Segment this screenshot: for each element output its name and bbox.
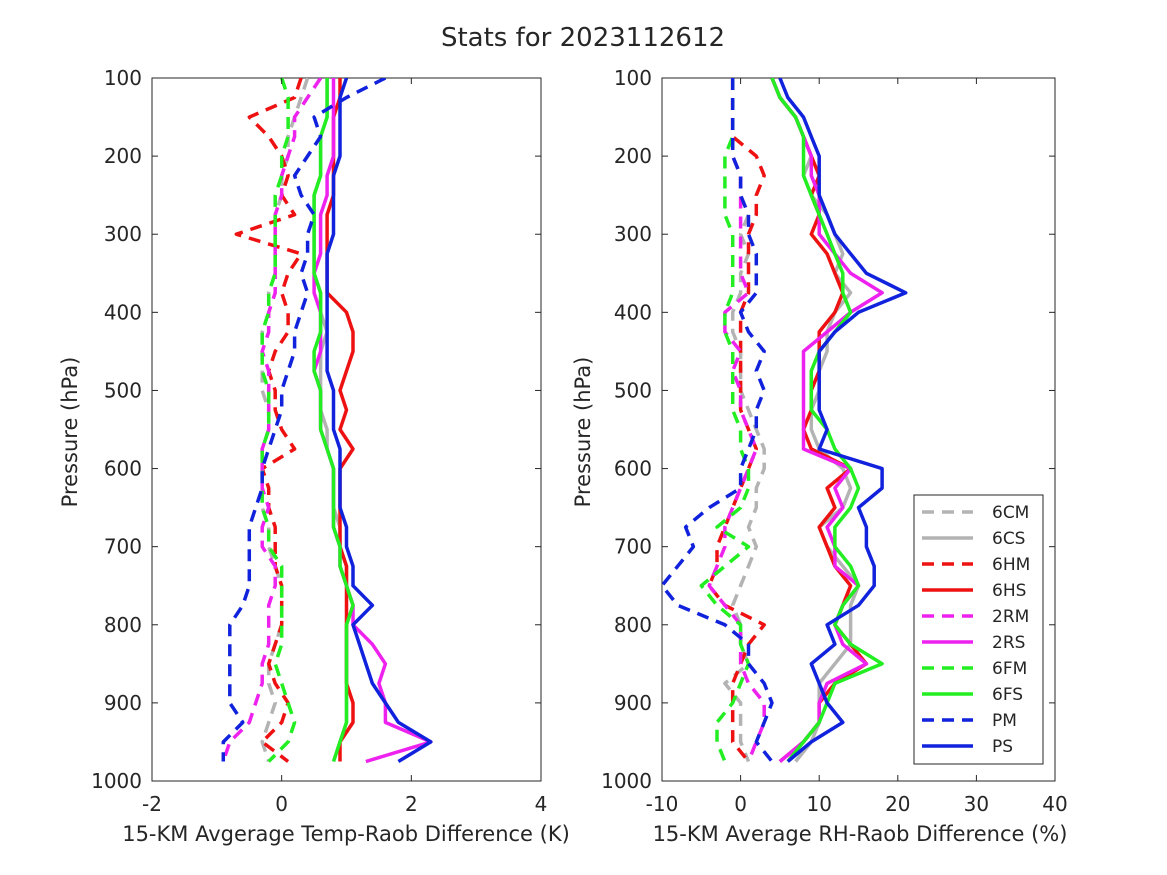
temperature-x-tick-label: -2 <box>142 792 162 816</box>
temperature-series-2rm <box>221 78 323 763</box>
temperature-y-tick-label: 900 <box>104 691 142 715</box>
temperature-y-tick-label: 500 <box>104 378 142 402</box>
temperature-tick-layer: -2 0 2 4 100 200 300 400 500 600 700 800 900 1000 <box>91 66 547 816</box>
temperature-series-layer <box>221 78 433 764</box>
temperature-x-tick-label: 2 <box>405 792 418 816</box>
rh-y-tick-label: 400 <box>614 300 652 324</box>
rh-y-tick-label: 600 <box>614 457 652 481</box>
rh-y-axis-label: Pressure (hPa) <box>571 357 595 508</box>
temperature-x-tick-label: 0 <box>275 792 288 816</box>
rh-y-tick-label: 1000 <box>601 769 652 793</box>
legend-label-6cs: 6CS <box>992 529 1025 549</box>
rh-y-tick-label: 300 <box>614 222 652 246</box>
temperature-y-tick-label: 400 <box>104 300 142 324</box>
rh-y-tick-label: 500 <box>614 378 652 402</box>
rh-x-axis-label: 15-KM Average RH-Raob Difference (%) <box>653 822 1068 846</box>
temperature-y-tick-label: 100 <box>104 66 142 90</box>
rh-x-tick-label: -10 <box>646 792 679 816</box>
rh-x-tick-label: 0 <box>734 792 747 816</box>
temperature-series-pm <box>221 78 387 762</box>
rh-y-tick-label: 100 <box>614 66 652 90</box>
legend-label-pm: PM <box>992 711 1017 731</box>
rh-y-tick-label: 900 <box>614 691 652 715</box>
rh-series-6fs <box>770 78 884 763</box>
rh-series-6fm <box>699 78 751 763</box>
temperature-y-tick-label: 600 <box>104 457 142 481</box>
legend-label-2rm: 2RM <box>992 607 1029 627</box>
temperature-series-6hm <box>234 78 303 763</box>
temperature-series-6fs <box>312 78 355 763</box>
legend-label-6fm: 6FM <box>992 659 1027 679</box>
temperature-panel: -2 0 2 4 100 200 300 400 500 600 700 800 900 1000 15-… <box>58 66 570 846</box>
temperature-series-6fm <box>260 78 297 763</box>
rh-x-tick-label: 40 <box>1042 792 1067 816</box>
rh-series-layer <box>662 78 908 763</box>
temperature-x-tick-label: 4 <box>535 792 548 816</box>
rh-tick-layer: -10 0 10 20 30 40 100 200 300 400 500 600 700 800 900 1… <box>601 66 1068 816</box>
temperature-y-axis-label: Pressure (hPa) <box>58 357 82 508</box>
legend-label-6hm: 6HM <box>992 555 1030 575</box>
legend-label-2rs: 2RS <box>992 633 1025 653</box>
temperature-y-tick-label: 300 <box>104 222 142 246</box>
temperature-series-ps <box>325 78 433 763</box>
temperature-y-tick-label: 800 <box>104 613 142 637</box>
rh-x-tick-label: 20 <box>885 792 910 816</box>
temperature-x-axis-label: 15-KM Avgerage Temp-Raob Difference (K) <box>122 822 570 846</box>
temperature-y-tick-label: 200 <box>104 144 142 168</box>
legend-box <box>913 494 1044 765</box>
figure-title: Stats for 2023112612 <box>441 23 725 53</box>
rh-series-pm <box>662 78 774 763</box>
rh-x-tick-label: 10 <box>806 792 831 816</box>
rh-x-tick-label: 30 <box>964 792 989 816</box>
rh-y-tick-label: 700 <box>614 535 652 559</box>
rh-series-6hm <box>707 78 766 763</box>
legend-label-6hs: 6HS <box>992 581 1026 601</box>
temperature-y-tick-label: 700 <box>104 535 142 559</box>
rh-y-tick-label: 200 <box>614 144 652 168</box>
legend-label-ps: PS <box>992 737 1013 757</box>
temperature-y-tick-label: 1000 <box>91 769 142 793</box>
legend-label-6fs: 6FS <box>992 685 1023 705</box>
legend-items: 6CM 6CS 6HM 6HS 2RM 2RS 6FM 6FS PM PS <box>922 503 1030 757</box>
rh-series-ps <box>778 78 908 763</box>
rh-series-2rm <box>707 78 766 763</box>
rh-y-tick-label: 800 <box>614 613 652 637</box>
legend: 6CM 6CS 6HM 6HS 2RM 2RS 6FM 6FS PM PS <box>913 494 1044 765</box>
legend-label-6cm: 6CM <box>992 503 1029 523</box>
